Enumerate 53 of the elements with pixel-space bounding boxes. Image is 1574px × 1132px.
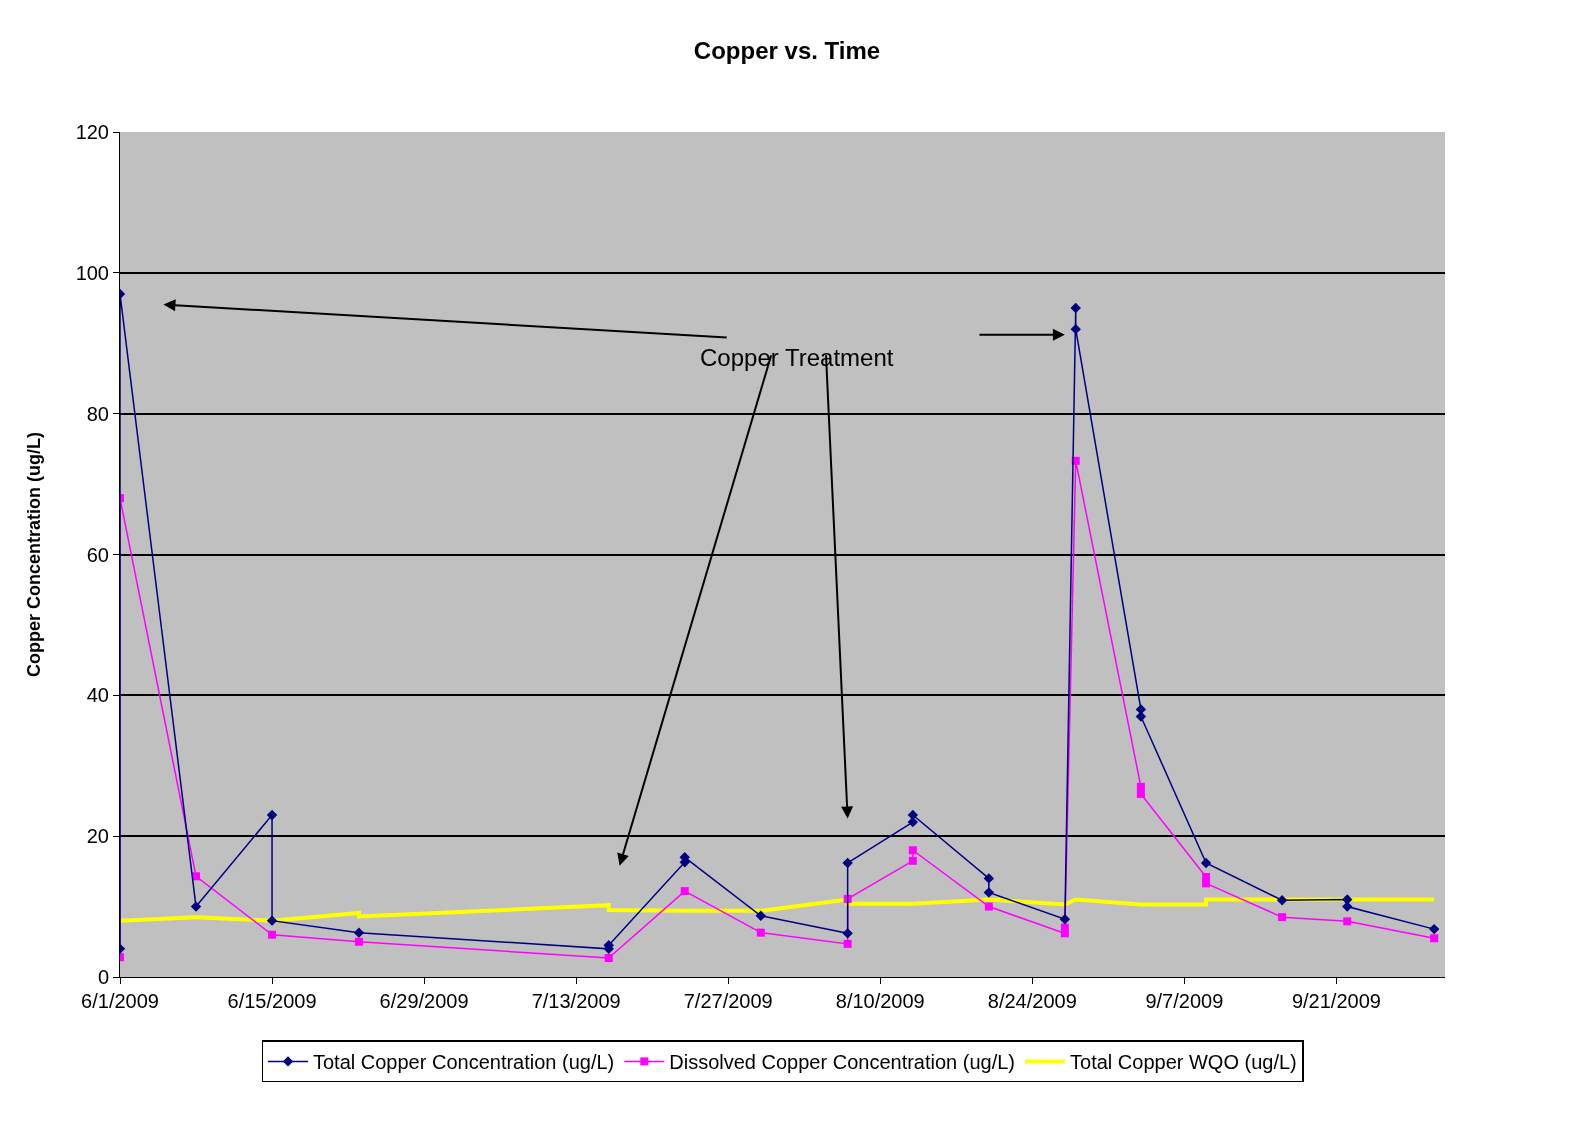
- point: [604, 953, 613, 962]
- point: [984, 902, 993, 911]
- point: [843, 939, 852, 948]
- point: [842, 857, 853, 869]
- annotation: Copper Treatment: [700, 344, 894, 371]
- x-tick-label: 9/7/2009: [1145, 990, 1224, 1012]
- point: [1136, 789, 1145, 798]
- point: [1070, 302, 1081, 314]
- x-tick-label: 9/21/2009: [1291, 990, 1381, 1012]
- point: [680, 887, 689, 896]
- point: [1430, 934, 1439, 943]
- point: [354, 937, 363, 946]
- point: [190, 901, 202, 912]
- x-tick-label: 8/24/2009: [987, 990, 1077, 1012]
- point: [1276, 895, 1288, 906]
- point: [1200, 857, 1212, 869]
- point: [1070, 323, 1081, 335]
- legend-label: Dissolved Copper Concentration (ug/L): [669, 1051, 1016, 1074]
- point: [1428, 923, 1440, 935]
- point: [983, 873, 995, 884]
- point: [268, 930, 277, 939]
- y-tick-label: 40: [86, 684, 109, 707]
- point: [266, 915, 278, 926]
- point: [756, 928, 765, 937]
- point: [1278, 913, 1287, 922]
- point: [755, 910, 766, 921]
- x-tick-label: 6/29/2009: [379, 990, 469, 1012]
- point: [266, 809, 278, 821]
- point: [908, 856, 917, 865]
- y-tick-label: 60: [86, 543, 109, 566]
- x-tick-label: 7/13/2009: [531, 990, 621, 1012]
- chart-title: Copper vs. Time: [693, 37, 881, 65]
- y-tick-label: 80: [86, 402, 109, 425]
- x-tick-label: 6/15/2009: [227, 990, 317, 1012]
- point: [983, 887, 995, 898]
- point: [1135, 711, 1147, 722]
- point: [1202, 879, 1211, 888]
- y-tick-label: 120: [75, 121, 109, 143]
- point: [353, 927, 365, 938]
- y-axis-title: Copper Concentration (ug/L): [23, 432, 44, 677]
- point: [1059, 914, 1071, 925]
- x-tick-label: 7/27/2009: [683, 990, 773, 1012]
- legend-label: Total Copper Concentration (ug/L): [313, 1051, 615, 1074]
- y-tick-label: 100: [75, 261, 109, 284]
- point: [842, 928, 853, 939]
- point: [1343, 917, 1352, 926]
- point: [1060, 923, 1069, 932]
- legend-label: Total Copper WQO (ug/L): [1070, 1051, 1297, 1074]
- x-tick-label: 8/10/2009: [835, 990, 925, 1012]
- x-tick-label: 6/1/2009: [81, 990, 159, 1012]
- point: [908, 846, 917, 855]
- y-tick-label: 20: [86, 825, 109, 848]
- y-tick-label: 0: [97, 966, 109, 988]
